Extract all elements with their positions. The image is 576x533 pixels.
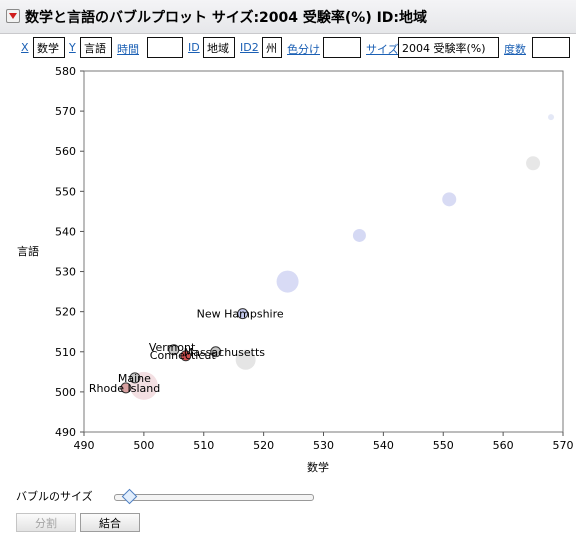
role-id-link[interactable]: ID <box>188 41 200 54</box>
bubble-point[interactable] <box>129 372 141 384</box>
role-size-value[interactable]: 2004 受験率(%) <box>398 37 499 58</box>
bubble-size-label: バブルのサイズ <box>16 490 93 503</box>
role-freq-link[interactable]: 度数 <box>504 43 526 56</box>
bubble-label: Maine <box>118 372 151 385</box>
bubble-point[interactable] <box>526 156 541 171</box>
split-button[interactable]: 分割 <box>16 513 76 532</box>
bubble-point[interactable] <box>442 192 457 207</box>
x-tick-label: 550 <box>433 439 454 452</box>
y-tick-label: 570 <box>55 105 76 118</box>
report-title-bar: 数学と言語のバブルプロット サイズ:2004 受験率(%) ID:地域 <box>0 0 576 34</box>
bubble-point[interactable] <box>180 350 192 362</box>
y-tick-label: 580 <box>55 65 76 78</box>
bubble-point[interactable] <box>120 382 132 394</box>
role-color-link[interactable]: 色分け <box>287 43 320 56</box>
x-axis-title: 数学 <box>307 461 329 474</box>
bubble-label: New Hampshire <box>197 308 284 321</box>
bubble-label: Massachusetts <box>184 346 266 359</box>
x-tick-label: 510 <box>193 439 214 452</box>
role-color-value[interactable] <box>323 37 361 58</box>
x-tick-label: 530 <box>313 439 334 452</box>
y-tick-label: 560 <box>55 145 76 158</box>
bubble-point[interactable] <box>548 114 555 121</box>
bubble-size-slider[interactable] <box>114 494 314 501</box>
y-tick-label: 510 <box>55 346 76 359</box>
x-tick-label: 540 <box>373 439 394 452</box>
red-triangle-menu-icon[interactable] <box>6 9 20 23</box>
x-tick-label: 490 <box>74 439 95 452</box>
x-tick-label: 500 <box>133 439 154 452</box>
y-tick-label: 550 <box>55 185 76 198</box>
plot-area <box>83 70 564 433</box>
bubble-point[interactable] <box>168 344 180 356</box>
bubble-point[interactable] <box>237 308 249 320</box>
bubble-point[interactable] <box>276 270 299 293</box>
x-tick-label: 520 <box>253 439 274 452</box>
role-bar: X 数学 Y 言語 時間 ID 地域 ID2 州 色分け サイズ 2004 受験… <box>0 35 576 61</box>
y-tick-label: 520 <box>55 306 76 319</box>
bubble-point[interactable] <box>235 349 256 370</box>
role-y-link[interactable]: Y <box>69 41 76 54</box>
bubble-point[interactable] <box>352 228 366 242</box>
x-tick-label: 570 <box>553 439 574 452</box>
y-tick-label: 530 <box>55 266 76 279</box>
role-id2-value[interactable]: 州 <box>262 37 282 58</box>
combine-button[interactable]: 結合 <box>80 513 140 532</box>
x-tick-label: 560 <box>493 439 514 452</box>
y-tick-label: 540 <box>55 225 76 238</box>
role-time-value[interactable] <box>147 37 183 58</box>
role-time-link[interactable]: 時間 <box>117 43 139 56</box>
role-id2-link[interactable]: ID2 <box>240 41 259 54</box>
bubble-label: Vermont <box>149 341 196 354</box>
role-y-value[interactable]: 言語 <box>80 37 112 58</box>
bubble-point[interactable] <box>210 346 222 358</box>
role-size-link[interactable]: サイズ <box>366 43 399 56</box>
bubble-label: Rhode Island <box>89 382 160 395</box>
y-tick-label: 490 <box>55 426 76 439</box>
report-title: 数学と言語のバブルプロット サイズ:2004 受験率(%) ID:地域 <box>25 10 428 26</box>
role-x-value[interactable]: 数学 <box>33 37 65 58</box>
role-id-value[interactable]: 地域 <box>203 37 235 58</box>
bubble-label: Connecticut <box>150 349 217 362</box>
role-freq-value[interactable] <box>532 37 570 58</box>
y-axis-title: 言語 <box>17 245 39 258</box>
y-tick-label: 500 <box>55 386 76 399</box>
role-x-link[interactable]: X <box>21 41 29 54</box>
